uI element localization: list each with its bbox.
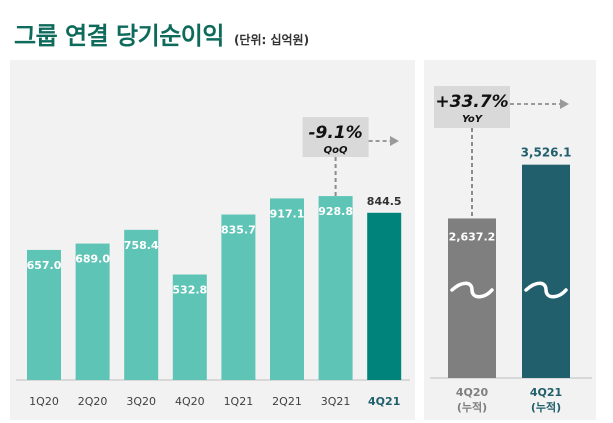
bar-2Q21 (270, 198, 304, 380)
unit-label: (단위: 십억원) (233, 33, 310, 47)
x-tick-3Q21: 3Q21 (321, 395, 351, 408)
qoq-arrow-head (390, 136, 399, 146)
x-tick-2Q21: 2Q21 (272, 395, 302, 408)
yoy-callout-label: YoY (462, 114, 484, 125)
bar-1Q20 (27, 249, 61, 380)
x-tick-3Q20: 3Q20 (126, 395, 156, 408)
x-tick-cumulative-1-line1: 4Q20 (456, 386, 489, 399)
axis-break-1 (450, 281, 494, 299)
data-label-4Q20: 532.8 (172, 284, 207, 297)
x-tick-cumulative-1-line2: (누적) (457, 400, 487, 414)
x-tick-cumulative-2-line1: 4Q21 (530, 386, 562, 399)
x-tick-2Q20: 2Q20 (78, 395, 108, 408)
data-label-2Q20: 689.0 (75, 253, 110, 266)
data-label-3Q20: 758.4 (124, 239, 159, 252)
x-tick-1Q20: 1Q20 (29, 395, 59, 408)
qoq-callout-value: -9.1% (308, 123, 362, 143)
page-title: 그룹 연결 당기순이익 (14, 22, 224, 50)
bar-cumulative-2 (522, 164, 570, 378)
axis-break-2 (524, 281, 568, 299)
yoy-arrow-head (560, 99, 569, 109)
data-label-3Q21: 928.8 (318, 205, 353, 218)
qoq-callout-label: QoQ (324, 145, 348, 156)
bar-4Q21 (367, 212, 402, 380)
bar-cumulative-1 (448, 218, 496, 378)
qoq-callout-box (302, 117, 369, 157)
chart-title-group: 그룹 연결 당기순이익 (단위: 십억원) (14, 16, 309, 50)
x-tick-1Q21: 1Q21 (224, 395, 254, 408)
bar-4Q20 (172, 274, 207, 380)
bar-1Q21 (221, 214, 256, 380)
bar-3Q21 (318, 196, 353, 380)
x-tick-4Q20: 4Q20 (175, 395, 205, 408)
data-label-1Q20: 657.0 (27, 259, 62, 272)
x-tick-cumulative-2-line2: (누적) (531, 400, 561, 414)
data-label-1Q21: 835.7 (221, 224, 256, 237)
bar-2Q20 (75, 243, 110, 380)
yoy-callout-value: +33.7% (435, 92, 508, 112)
x-tick-4Q21: 4Q21 (368, 395, 400, 408)
data-label-cumulative-1: 2,637.2 (449, 230, 496, 243)
yoy-callout-box (434, 86, 510, 128)
data-label-2Q21: 917.1 (270, 207, 305, 220)
data-label-cumulative-2: 3,526.1 (521, 146, 572, 160)
data-label-4Q21: 844.5 (367, 195, 402, 208)
bar-3Q20 (124, 229, 159, 380)
